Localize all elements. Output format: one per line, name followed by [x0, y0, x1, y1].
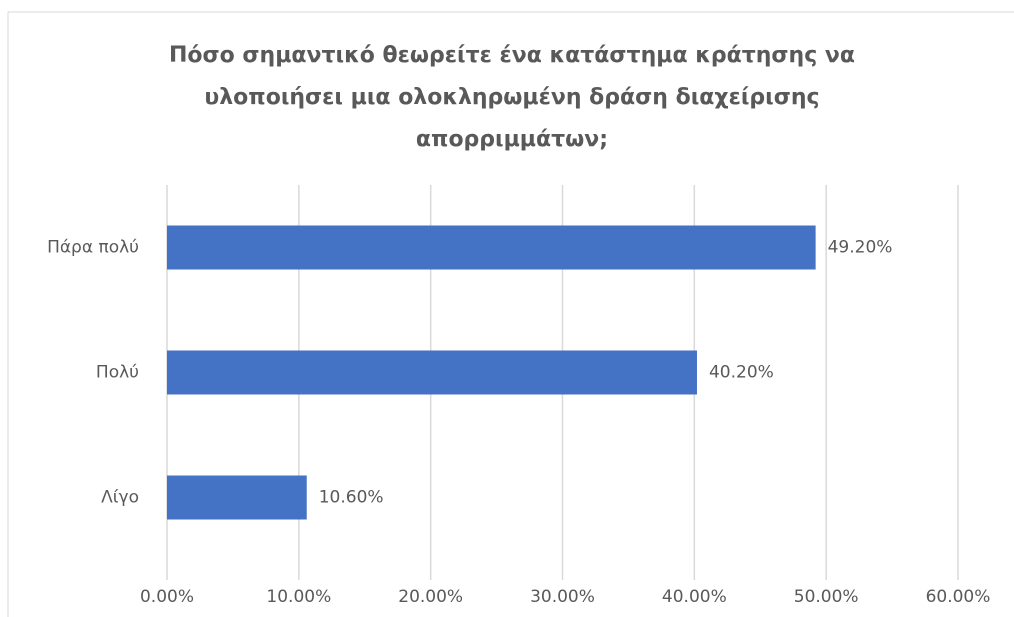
x-tick-label: 10.00% — [266, 587, 331, 607]
y-tick-label: Πάρα πολύ — [47, 238, 139, 258]
data-label: 49.20% — [828, 238, 893, 258]
bar — [167, 350, 697, 395]
data-label: 10.60% — [319, 488, 384, 508]
bar — [167, 225, 816, 270]
x-tick-label: 0.00% — [140, 587, 194, 607]
x-tick-label: 40.00% — [662, 587, 727, 607]
chart-title: Πόσο σημαντικό θεωρείτε ένα κατάστημα κρ… — [169, 43, 855, 68]
chart-title: υλοποιήσει μια ολοκληρωμένη δράση διαχεί… — [204, 85, 819, 110]
chart-title: απορριμμάτων; — [416, 127, 608, 152]
bar — [167, 475, 307, 520]
y-tick-label: Πολύ — [96, 363, 139, 383]
x-tick-label: 50.00% — [794, 587, 859, 607]
data-label: 40.20% — [709, 363, 774, 383]
x-tick-label: 60.00% — [926, 587, 991, 607]
x-tick-label: 20.00% — [398, 587, 463, 607]
x-tick-label: 30.00% — [530, 587, 595, 607]
y-tick-label: Λίγο — [101, 488, 139, 508]
